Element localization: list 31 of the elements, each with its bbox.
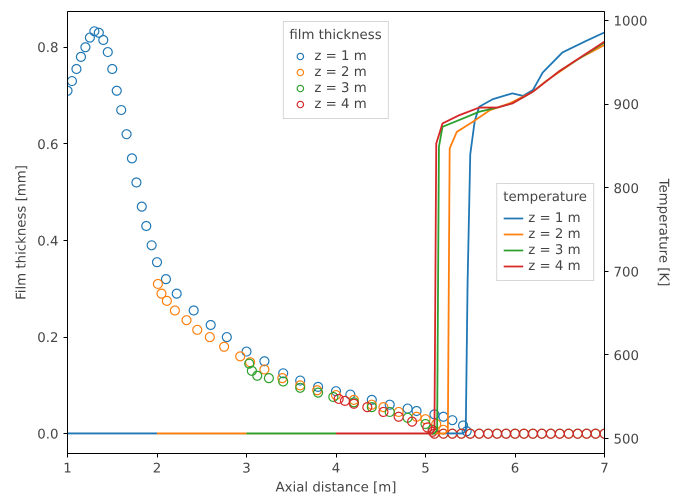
text: film thickness	[289, 28, 382, 43]
legend-label: z = 1 m	[314, 48, 367, 64]
legend-label: z = 4 m	[314, 96, 367, 112]
y2-axis-title: Temperature [K]	[655, 178, 670, 286]
y-axis-title: Film thickness [mm]	[14, 165, 30, 300]
legend-label: z = 4 m	[528, 258, 581, 274]
legend-label: z = 3 m	[314, 80, 367, 96]
legend-label: z = 2 m	[528, 226, 581, 242]
legend-label: z = 3 m	[528, 242, 581, 258]
legend-label: z = 1 m	[528, 210, 581, 226]
x-tick-label: 7	[600, 462, 609, 476]
y2-tick-label: 600	[614, 348, 639, 364]
y2-tick-label: 500	[614, 432, 639, 448]
y-tick-label: 0.0	[37, 428, 59, 443]
x-tick-label: 4	[332, 462, 340, 476]
x-axis-title: Axial distance [m]	[276, 480, 396, 496]
text: temperature	[503, 190, 587, 205]
y-tick-label: 0.4	[37, 234, 59, 250]
x-tick-label: 5	[421, 462, 430, 476]
x-tick-label: 3	[242, 462, 251, 476]
y-tick-label: 0.8	[37, 41, 59, 56]
y-tick-label: 0.2	[37, 331, 59, 346]
y-tick-label: 0.6	[37, 138, 59, 153]
y2-tick-label: 900	[614, 98, 639, 114]
x-tick-label: 6	[510, 462, 520, 476]
legend-label: z = 2 m	[314, 64, 367, 80]
y2-tick-label: 1000	[614, 14, 648, 30]
y2-tick-label: 800	[614, 182, 639, 197]
y2-tick-label: 700	[614, 265, 639, 280]
x-tick-label: 1	[63, 462, 72, 476]
x-tick-label: 2	[152, 462, 162, 476]
